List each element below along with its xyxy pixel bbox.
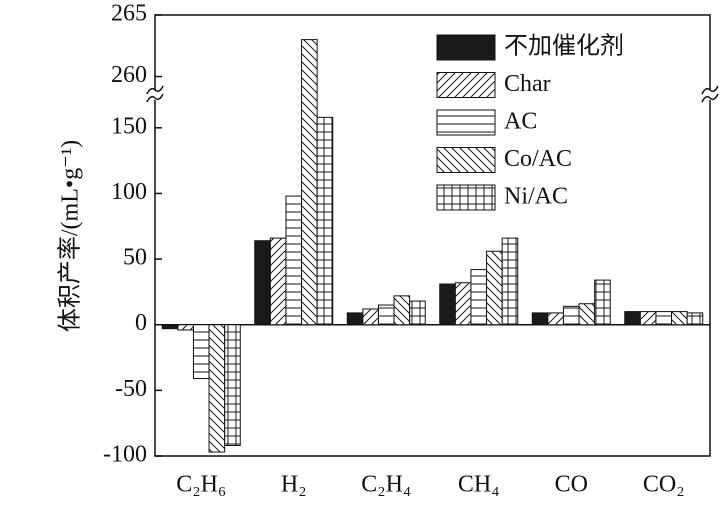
- bar: [686, 312, 704, 326]
- legend-label: Char: [504, 71, 551, 97]
- bar: [224, 324, 241, 446]
- bar: [269, 237, 287, 326]
- y-tick-label: 0: [135, 310, 147, 336]
- bar: [161, 324, 179, 330]
- y-tick-label: 100: [111, 179, 147, 205]
- axis-break: [146, 85, 164, 103]
- legend-swatch: [436, 147, 496, 173]
- bar: [655, 311, 673, 326]
- bar: [362, 308, 379, 326]
- x-tick-label: H₂: [281, 472, 307, 498]
- x-tick-label: C₂H₆: [176, 472, 226, 498]
- bar: [254, 240, 271, 326]
- y-tick-label: -50: [115, 376, 147, 402]
- bar: [547, 312, 564, 326]
- bar: [346, 312, 364, 326]
- bar: [624, 311, 641, 326]
- axis-frame: [154, 14, 711, 457]
- bar: [439, 283, 456, 326]
- bar: [377, 304, 395, 326]
- bar: [639, 311, 657, 326]
- axis-break: [701, 85, 719, 103]
- y-tick-label: 265: [111, 1, 147, 27]
- bar: [192, 324, 210, 380]
- y-tick-label: 50: [123, 245, 147, 271]
- bar: [486, 250, 503, 326]
- bar: [501, 237, 519, 326]
- x-tick-label: CH₄: [458, 472, 500, 498]
- bar: [208, 324, 226, 453]
- bar: [409, 300, 426, 326]
- bar: [454, 282, 472, 326]
- bar: [531, 312, 549, 326]
- legend-label: AC: [504, 109, 537, 135]
- bar: [285, 195, 303, 326]
- legend-swatch: [436, 34, 496, 61]
- x-tick-label: CO: [555, 472, 588, 498]
- x-tick-label: C₂H₄: [361, 472, 411, 498]
- legend-swatch: [436, 184, 496, 211]
- y-tick-label: 150: [111, 113, 147, 139]
- bar: [562, 305, 580, 326]
- legend-label: Co/AC: [504, 146, 572, 172]
- y-axis-label: 体积产率/(mL•g⁻¹): [57, 140, 84, 332]
- y-tick-label: -100: [103, 442, 147, 468]
- y-tick-label: 260: [111, 62, 147, 88]
- bar: [594, 279, 611, 326]
- legend-swatch: [436, 109, 496, 136]
- legend-swatch: [436, 72, 496, 98]
- bar: [578, 303, 596, 326]
- bar: [470, 269, 488, 326]
- legend-label: Ni/AC: [504, 184, 568, 210]
- bar: [316, 116, 334, 326]
- bar: [393, 295, 411, 326]
- bar: [177, 324, 194, 331]
- bar: [671, 311, 688, 326]
- x-tick-label: CO₂: [643, 472, 685, 498]
- legend-label: 不加催化剂: [504, 33, 624, 60]
- bar: [301, 39, 318, 326]
